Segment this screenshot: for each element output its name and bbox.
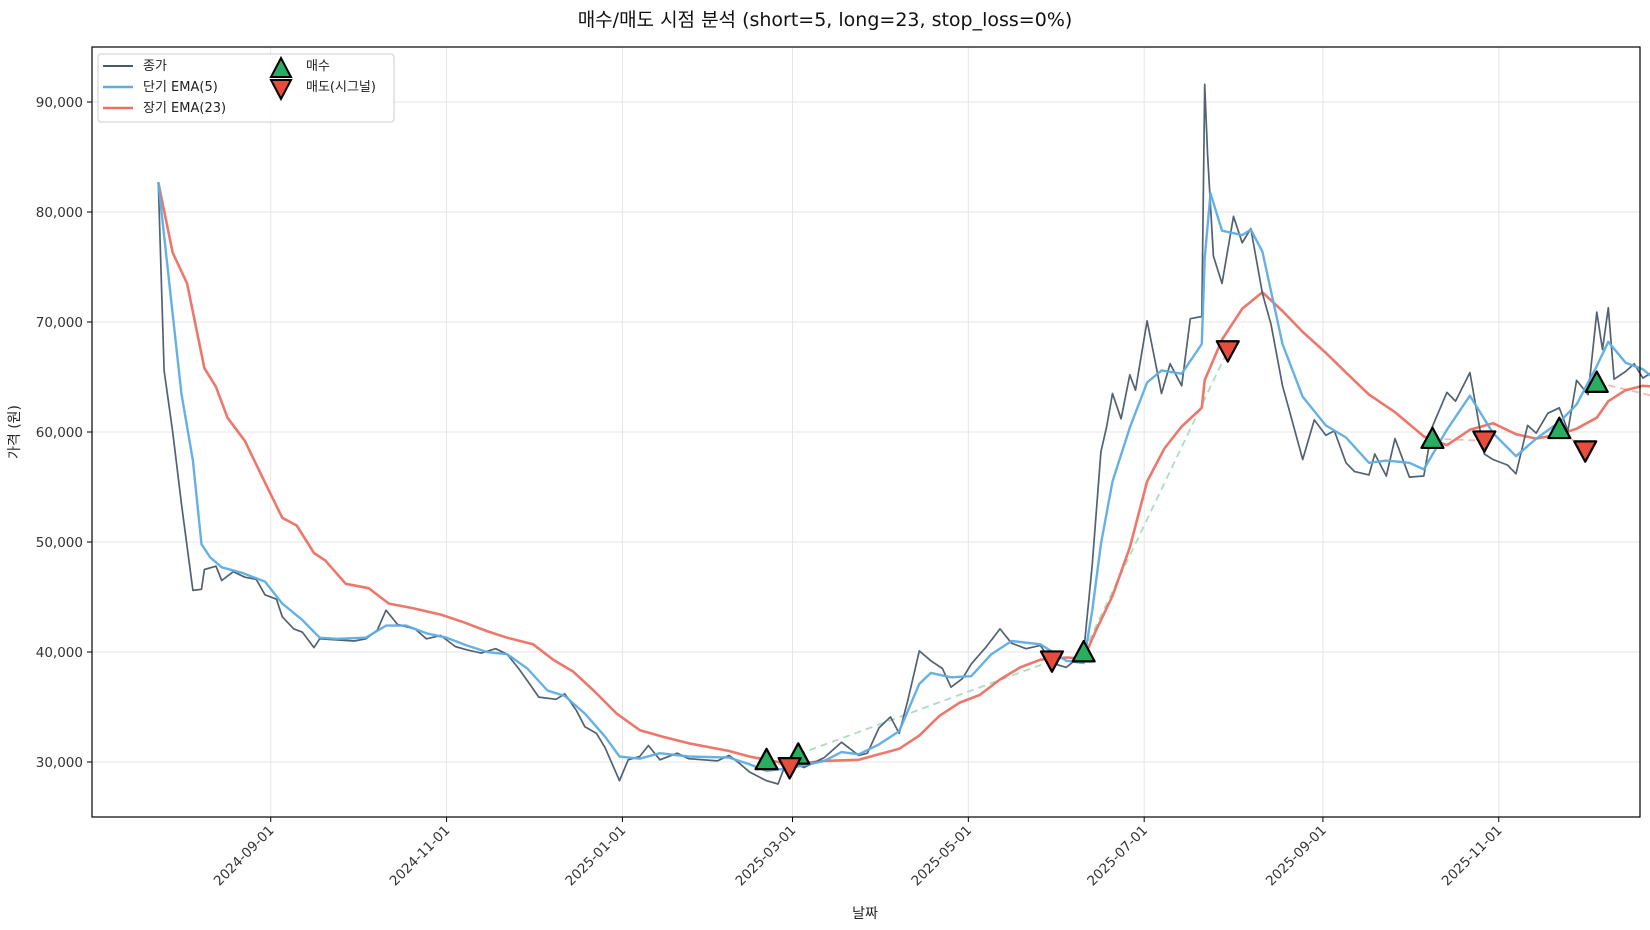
legend-buy-marker	[269, 55, 293, 78]
buy-signal-marker	[1071, 639, 1096, 663]
trade-lines	[766, 350, 1650, 769]
sell-signal-marker	[1039, 650, 1065, 673]
legend-box	[97, 53, 395, 123]
x-tick-label: 2025-11-01	[1439, 823, 1506, 890]
x-tick-label: 2024-09-01	[211, 823, 278, 890]
grid	[92, 47, 1640, 817]
sell-signal-marker	[1215, 340, 1240, 363]
y-tick-label: 40,000	[36, 645, 83, 661]
legend-buy-label: 매수	[306, 59, 330, 74]
y-tick-label: 80,000	[36, 205, 83, 221]
x-tick-label: 2025-07-01	[1084, 823, 1151, 890]
x-axis-ticks: 2024-09-01 2024-11-01 2025-01-01 2025-03-01…	[211, 817, 1506, 889]
y-axis-label: 가격 (원)	[7, 405, 23, 459]
y-tick-label: 70,000	[36, 315, 83, 331]
buy-signal-marker	[754, 747, 779, 771]
legend: 종가 단기 EMA(5) 장기 EMA(23) 매수 매도(시그널)	[97, 53, 395, 123]
x-axis-label: 날짜	[852, 906, 878, 922]
series-lines	[157, 83, 1650, 785]
x-tick-label: 2025-09-01	[1263, 823, 1330, 890]
legend-sell-marker	[269, 79, 293, 102]
x-tick-label: 2025-05-01	[908, 823, 975, 890]
y-tick-label: 90,000	[36, 95, 83, 111]
legend-long-ema-label: 장기 EMA(23)	[143, 101, 226, 116]
chart-title: 매수/매도 시점 분석 (short=5, long=23, stop_loss…	[578, 9, 1073, 31]
trade-line-win	[797, 659, 1053, 756]
sell-signal-marker	[777, 757, 802, 780]
short-ema-line	[157, 182, 1650, 772]
close-price-line	[157, 83, 1650, 785]
buy-signal-marker	[1420, 426, 1445, 450]
x-tick-label: 2024-11-01	[387, 823, 454, 890]
buy-signal-marker	[1584, 370, 1609, 393]
trade-line-loss	[1596, 381, 1650, 397]
trade-line-loss	[1432, 437, 1485, 442]
legend-close-label: 종가	[143, 59, 167, 74]
y-tick-label: 30,000	[36, 755, 83, 771]
legend-short-ema-label: 단기 EMA(5)	[143, 80, 218, 95]
sell-signal-marker	[1472, 430, 1497, 453]
sell-signal-marker	[1573, 440, 1598, 463]
trade-line-win	[1082, 350, 1229, 653]
long-ema-line	[157, 182, 1650, 765]
signal-markers	[754, 340, 1609, 780]
x-tick-label: 2025-01-01	[562, 823, 629, 890]
x-tick-label: 2025-03-01	[733, 823, 800, 890]
y-tick-label: 60,000	[36, 425, 83, 441]
y-tick-label: 50,000	[36, 535, 83, 551]
buy-signal-marker	[1547, 416, 1572, 440]
y-axis-ticks: 30,000 40,000 50,000 60,000 70,000 80,000 90,0…	[36, 95, 92, 771]
legend-sell-label: 매도(시그널)	[306, 80, 376, 95]
